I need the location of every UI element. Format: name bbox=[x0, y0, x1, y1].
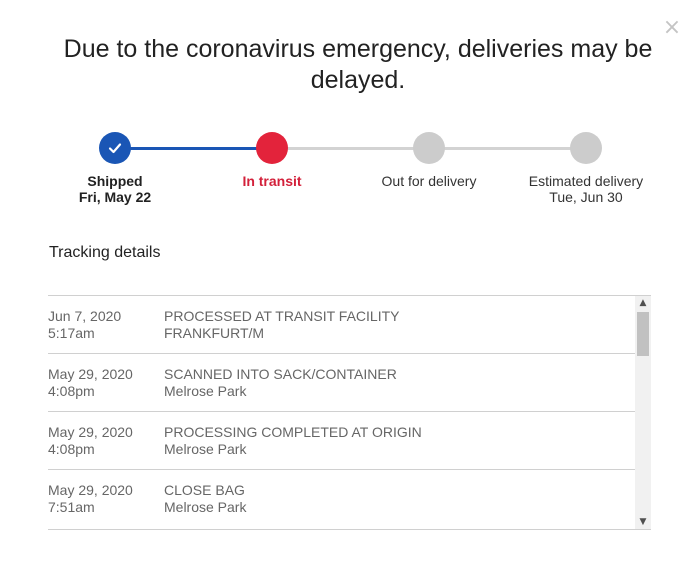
shipment-progress-tracker: Shipped Fri, May 22 In transit Out for d… bbox=[0, 0, 700, 220]
table-row: May 29, 2020 7:51am CLOSE BAG Melrose Pa… bbox=[48, 470, 635, 527]
event-status: CLOSE BAG bbox=[164, 482, 245, 498]
event-datetime: May 29, 2020 4:08pm bbox=[48, 424, 158, 458]
check-icon bbox=[108, 143, 122, 154]
event-time: 4:08pm bbox=[48, 441, 95, 457]
event-location: Melrose Park bbox=[164, 383, 247, 399]
event-datetime: May 29, 2020 7:51am bbox=[48, 482, 158, 516]
event-status: SCANNED INTO SACK/CONTAINER bbox=[164, 366, 397, 382]
tracking-events-list: Jun 7, 2020 5:17am PROCESSED AT TRANSIT … bbox=[48, 296, 635, 527]
step-out-for-delivery-dot bbox=[413, 132, 445, 164]
step-out-for-delivery-title: Out for delivery bbox=[381, 173, 477, 189]
step-in-transit-dot bbox=[256, 132, 288, 164]
progress-line-completed bbox=[116, 147, 272, 150]
table-row: May 29, 2020 4:08pm SCANNED INTO SACK/CO… bbox=[48, 354, 635, 412]
step-estimated-delivery-label: Estimated delivery Tue, Jun 30 bbox=[506, 173, 666, 205]
event-description: CLOSE BAG Melrose Park bbox=[164, 482, 624, 516]
tracking-events-table[interactable]: Jun 7, 2020 5:17am PROCESSED AT TRANSIT … bbox=[48, 295, 651, 530]
chevron-down-icon: ▼ bbox=[639, 517, 647, 527]
event-status: PROCESSING COMPLETED AT ORIGIN bbox=[164, 424, 422, 440]
step-estimated-delivery-dot bbox=[570, 132, 602, 164]
scroll-thumb[interactable] bbox=[637, 312, 649, 356]
close-icon: × bbox=[662, 15, 682, 40]
scroll-down-button[interactable]: ▼ bbox=[635, 515, 651, 529]
step-estimated-delivery-date: Tue, Jun 30 bbox=[549, 189, 623, 205]
step-shipped-date: Fri, May 22 bbox=[78, 189, 152, 205]
event-date: Jun 7, 2020 bbox=[48, 308, 122, 324]
event-status: PROCESSED AT TRANSIT FACILITY bbox=[164, 308, 400, 324]
vertical-scrollbar[interactable]: ▲ ▼ bbox=[635, 296, 651, 529]
event-datetime: May 29, 2020 4:08pm bbox=[48, 366, 158, 400]
step-out-for-delivery-label: Out for delivery bbox=[349, 173, 509, 189]
event-time: 7:51am bbox=[48, 499, 95, 515]
step-in-transit-label: In transit bbox=[192, 173, 352, 189]
tracking-details-title: Tracking details bbox=[49, 244, 161, 261]
event-date: May 29, 2020 bbox=[48, 424, 133, 440]
table-row: May 29, 2020 4:08pm PROCESSING COMPLETED… bbox=[48, 412, 635, 470]
event-location: Melrose Park bbox=[164, 441, 247, 457]
step-in-transit-title: In transit bbox=[242, 173, 302, 189]
event-date: May 29, 2020 bbox=[48, 482, 133, 498]
step-estimated-delivery-title: Estimated delivery bbox=[528, 173, 644, 189]
delay-notice-headline: Due to the coronavirus emergency, delive… bbox=[63, 35, 653, 94]
event-location: FRANKFURT/M bbox=[164, 325, 265, 341]
scroll-up-button[interactable]: ▲ bbox=[635, 296, 651, 310]
step-shipped-title: Shipped bbox=[87, 173, 143, 189]
close-button[interactable]: × bbox=[662, 15, 682, 40]
event-time: 4:08pm bbox=[48, 383, 95, 399]
table-row: Jun 7, 2020 5:17am PROCESSED AT TRANSIT … bbox=[48, 296, 635, 354]
chevron-up-icon: ▲ bbox=[639, 298, 647, 308]
step-shipped-label: Shipped Fri, May 22 bbox=[35, 173, 195, 205]
event-description: PROCESSED AT TRANSIT FACILITY FRANKFURT/… bbox=[164, 308, 624, 342]
event-location: Melrose Park bbox=[164, 499, 247, 515]
event-date: May 29, 2020 bbox=[48, 366, 133, 382]
event-description: SCANNED INTO SACK/CONTAINER Melrose Park bbox=[164, 366, 624, 400]
event-description: PROCESSING COMPLETED AT ORIGIN Melrose P… bbox=[164, 424, 624, 458]
event-datetime: Jun 7, 2020 5:17am bbox=[48, 308, 158, 342]
step-shipped-dot bbox=[99, 132, 131, 164]
event-time: 5:17am bbox=[48, 325, 95, 341]
